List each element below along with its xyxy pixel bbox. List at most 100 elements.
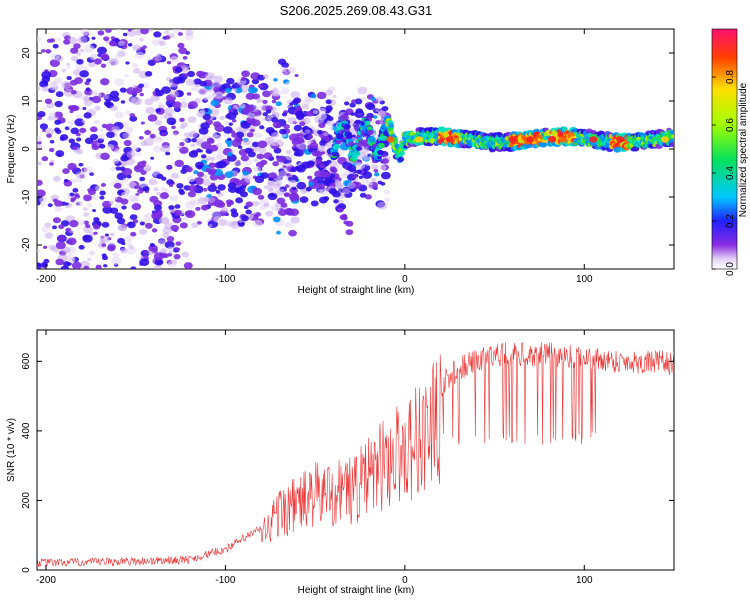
heatmap-cell bbox=[166, 165, 172, 170]
heatmap-cell bbox=[127, 195, 137, 203]
heatmap-cell bbox=[526, 136, 535, 143]
heatmap-cell bbox=[126, 174, 132, 179]
heatmap-cell bbox=[381, 105, 389, 112]
heatmap-cell bbox=[99, 128, 104, 132]
heatmap-cell bbox=[373, 168, 379, 173]
heatmap-cell bbox=[301, 104, 310, 110]
heatmap-cell bbox=[246, 132, 254, 138]
heatmap-cell bbox=[265, 109, 272, 114]
spectrogram-y-tick-label: 0 bbox=[21, 146, 32, 152]
heatmap-cell bbox=[331, 190, 341, 198]
snr-x-tick-label: -100 bbox=[215, 575, 235, 586]
snr-panel: -200 -100 0 100 0 200 400 600 Height of straigh… bbox=[6, 329, 675, 596]
heatmap-cell bbox=[44, 127, 55, 136]
heatmap-cell bbox=[380, 135, 388, 141]
heatmap-cell bbox=[349, 102, 356, 108]
heatmap-cell bbox=[166, 61, 172, 65]
heatmap-cell bbox=[104, 233, 110, 237]
heatmap-cell bbox=[42, 106, 47, 110]
heatmap-cell bbox=[122, 177, 129, 183]
heatmap-cell bbox=[77, 35, 88, 44]
heatmap-cell bbox=[103, 94, 110, 100]
heatmap-cell bbox=[267, 179, 275, 186]
heatmap-cell bbox=[185, 29, 194, 36]
heatmap-cell bbox=[265, 210, 274, 217]
heatmap-cell bbox=[258, 147, 267, 154]
heatmap-cell bbox=[78, 162, 84, 167]
heatmap-cell bbox=[67, 162, 77, 171]
heatmap-cell bbox=[217, 184, 226, 191]
heatmap-cell bbox=[670, 142, 674, 147]
heatmap-cell bbox=[265, 127, 275, 134]
heatmap-cell bbox=[70, 199, 75, 203]
heatmap-cell bbox=[112, 252, 120, 258]
heatmap-cell bbox=[103, 100, 112, 107]
heatmap-cell bbox=[287, 117, 297, 124]
heatmap-cell bbox=[187, 101, 198, 109]
heatmap-cell bbox=[69, 220, 79, 228]
heatmap-cell bbox=[69, 192, 75, 197]
heatmap-cell bbox=[223, 120, 229, 125]
heatmap-cell bbox=[177, 32, 183, 36]
heatmap-cell bbox=[50, 53, 60, 61]
heatmap-cell bbox=[304, 129, 311, 134]
heatmap-cell bbox=[227, 137, 232, 142]
heatmap-cell bbox=[252, 141, 260, 148]
heatmap-cell bbox=[226, 77, 235, 85]
heatmap-cell bbox=[366, 103, 376, 111]
heatmap-cell bbox=[263, 202, 270, 208]
heatmap-cell bbox=[219, 115, 225, 121]
heatmap-cell bbox=[364, 162, 370, 166]
heatmap-cell bbox=[63, 39, 71, 45]
heatmap-cell bbox=[271, 131, 279, 138]
heatmap-cell bbox=[144, 98, 154, 106]
heatmap-cell bbox=[87, 189, 96, 196]
heatmap-cell bbox=[126, 221, 136, 229]
heatmap-cell bbox=[283, 71, 289, 76]
heatmap-cell bbox=[79, 48, 85, 53]
heatmap-cell bbox=[55, 150, 65, 157]
heatmap-cell bbox=[290, 167, 298, 173]
heatmap-cell bbox=[48, 112, 56, 118]
heatmap-cell bbox=[103, 264, 108, 268]
heatmap-cell bbox=[169, 194, 179, 202]
heatmap-cell bbox=[589, 136, 598, 143]
heatmap-cell bbox=[160, 144, 171, 153]
heatmap-cell bbox=[160, 192, 169, 200]
heatmap-cell bbox=[93, 217, 100, 222]
heatmap-cell bbox=[262, 112, 268, 117]
heatmap-cell bbox=[558, 136, 567, 143]
heatmap-cell bbox=[367, 153, 372, 157]
snr-series-line bbox=[37, 342, 674, 568]
heatmap-cell bbox=[37, 179, 43, 186]
heatmap-cell bbox=[308, 181, 315, 187]
heatmap-cell bbox=[41, 86, 50, 92]
heatmap-cell bbox=[116, 217, 126, 225]
heatmap-cell bbox=[188, 130, 198, 138]
heatmap-cell bbox=[79, 70, 89, 78]
heatmap-cell bbox=[185, 210, 196, 219]
heatmap-cell bbox=[69, 79, 78, 86]
heatmap-cell bbox=[153, 252, 165, 261]
heatmap-cell bbox=[670, 129, 674, 135]
heatmap-cell bbox=[144, 71, 153, 77]
heatmap-cell bbox=[213, 91, 224, 100]
heatmap-cell bbox=[252, 187, 263, 196]
heatmap-cell bbox=[108, 200, 115, 205]
heatmap-cell bbox=[81, 119, 87, 123]
heatmap-cell bbox=[83, 212, 89, 217]
heatmap-cell bbox=[75, 171, 86, 179]
heatmap-cell bbox=[63, 179, 69, 183]
heatmap-cell bbox=[119, 87, 127, 93]
heatmap-cell bbox=[56, 37, 62, 42]
snr-x-tick-label: 100 bbox=[576, 575, 593, 586]
heatmap-cell bbox=[55, 258, 65, 266]
heatmap-cell bbox=[284, 221, 294, 229]
heatmap-cell bbox=[398, 150, 405, 156]
heatmap-cell bbox=[227, 152, 233, 157]
heatmap-cell bbox=[154, 204, 162, 211]
heatmap-cell bbox=[200, 112, 205, 117]
heatmap-cell bbox=[42, 245, 48, 249]
heatmap-cell bbox=[55, 129, 62, 135]
heatmap-cell bbox=[60, 265, 70, 269]
